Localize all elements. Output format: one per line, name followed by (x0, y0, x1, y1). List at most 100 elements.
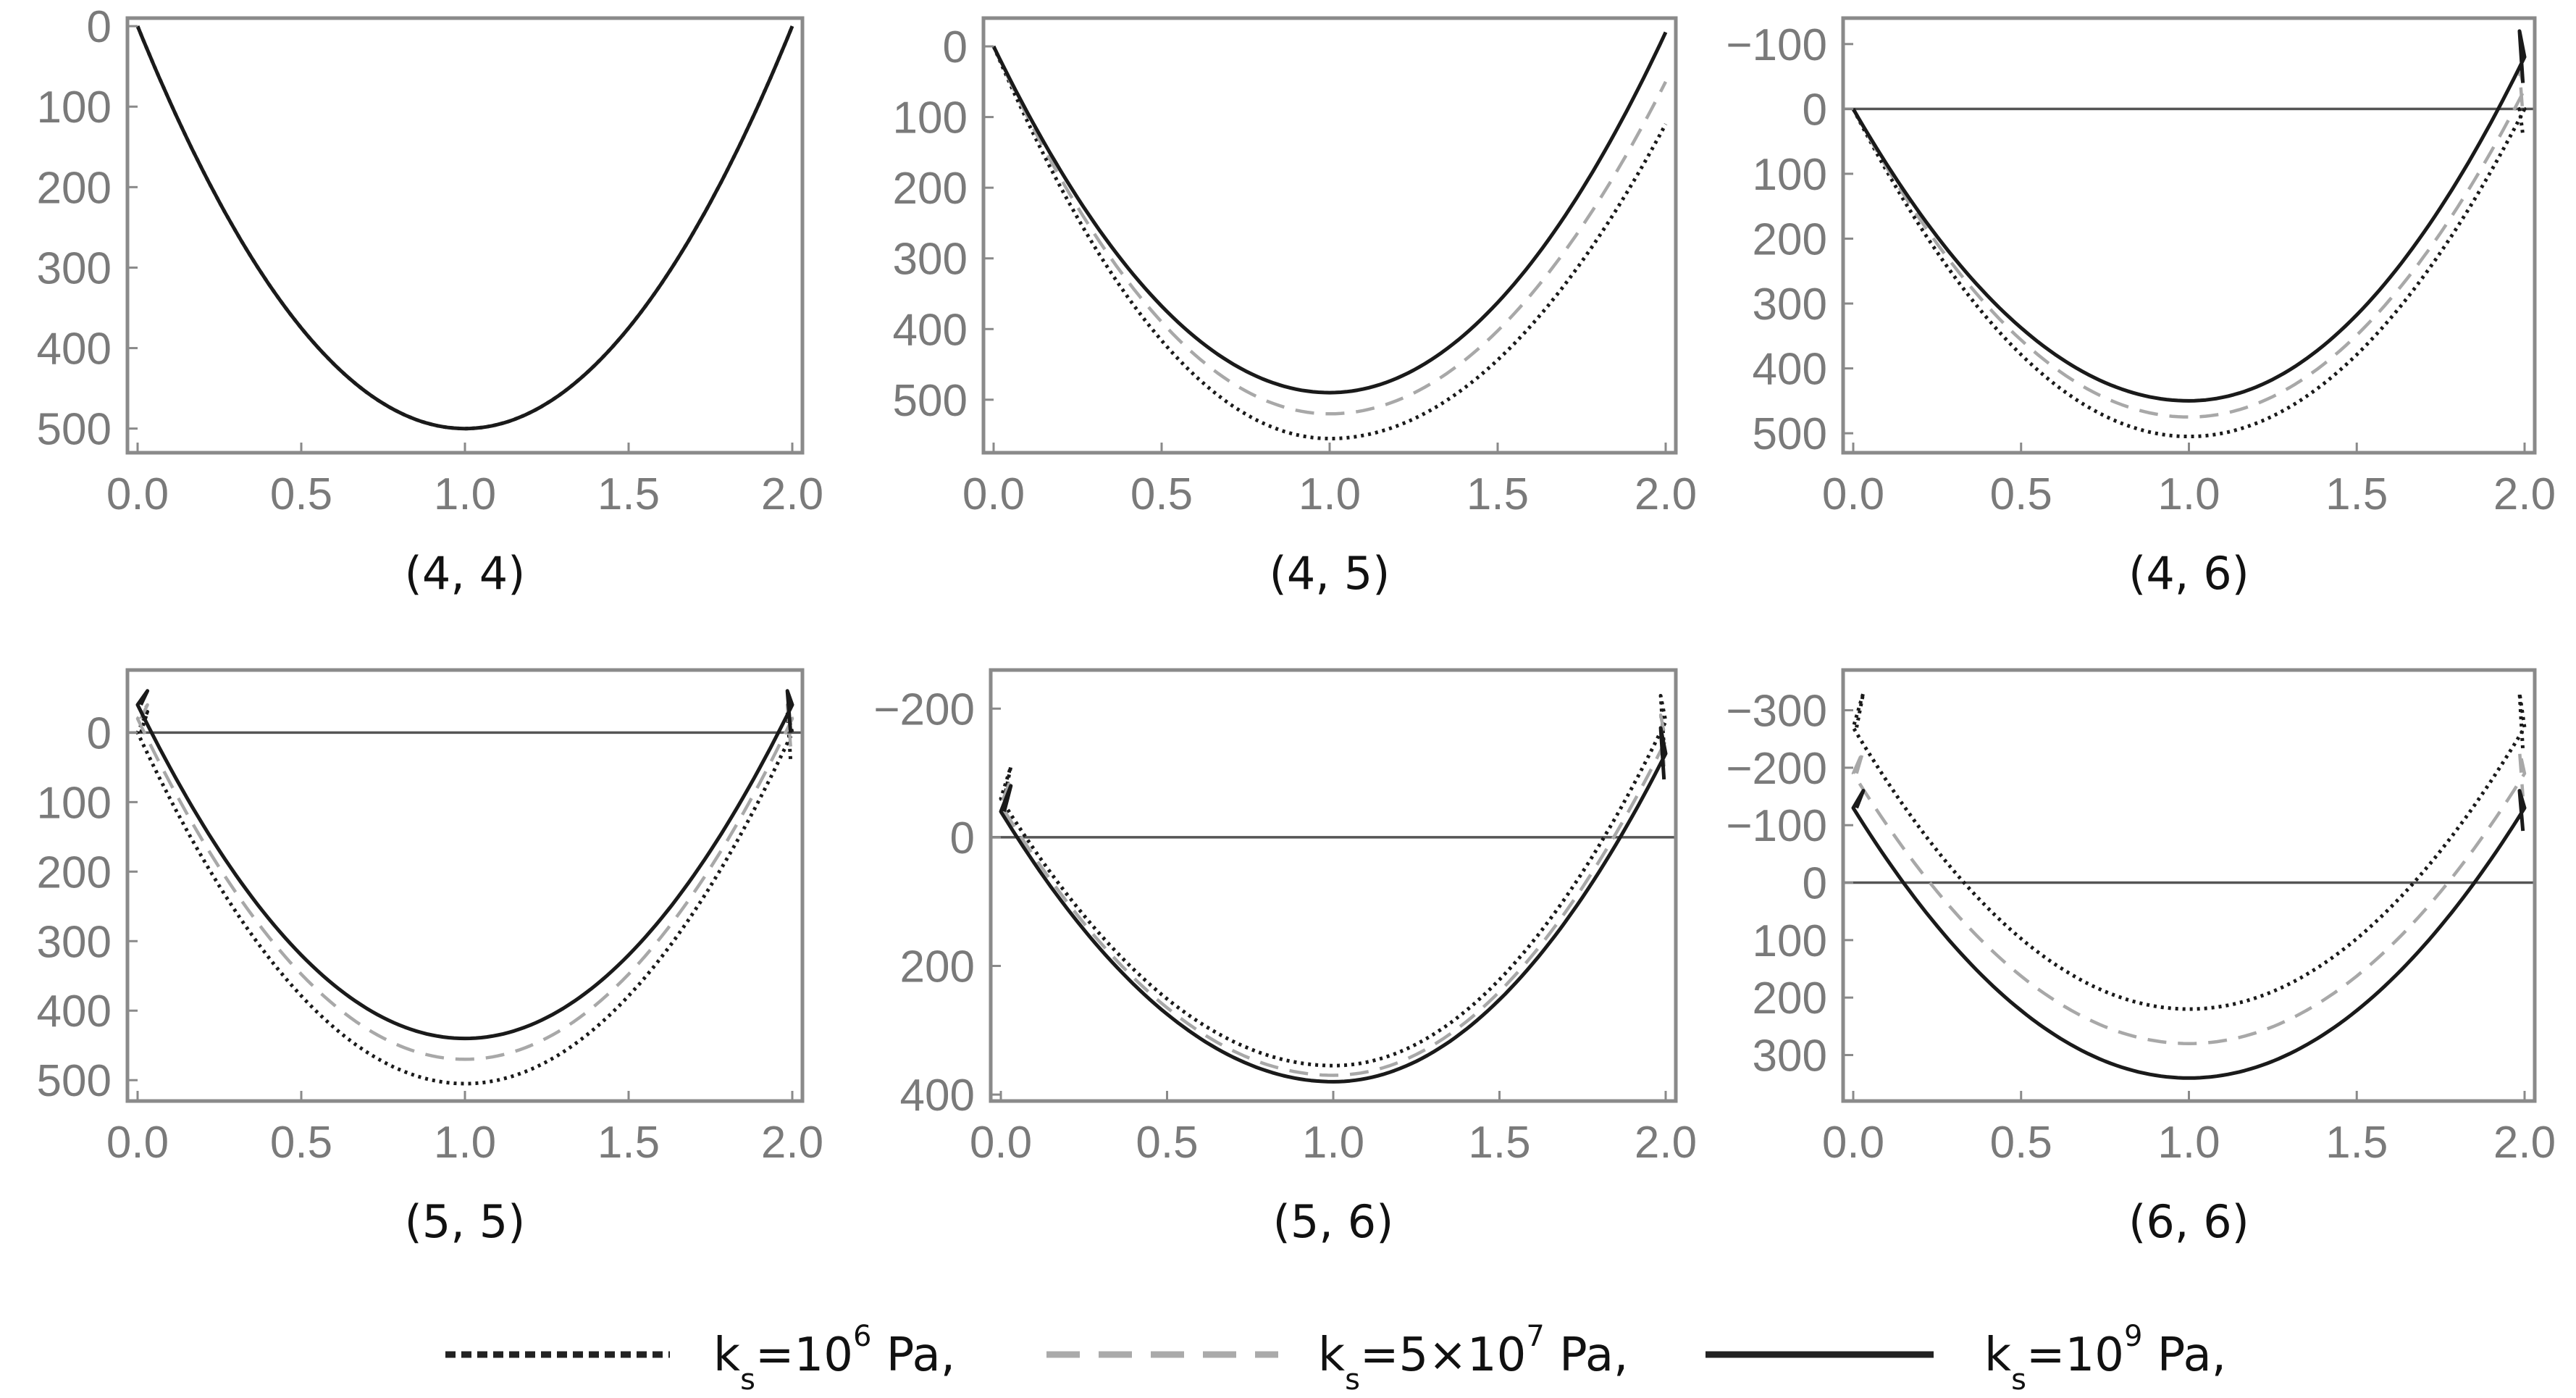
y-tick-label: 200 (1753, 974, 1827, 1024)
x-tick-label: 1.5 (597, 469, 660, 519)
y-tick-label: −200 (873, 685, 975, 734)
x-tick-label: 2.0 (1635, 469, 1697, 519)
y-tick-label: 0 (87, 708, 112, 758)
series-line-3 (999, 726, 1668, 1084)
series-line-3 (1851, 29, 2527, 403)
x-tick-label: 0.0 (970, 1118, 1032, 1168)
panel-4: 0 100 200 300 400 500 0.0 0.5 1.0 1.5 2.0 (5, 5) (37, 668, 823, 1248)
y-tick-label: 200 (1753, 214, 1827, 264)
y-tick-label: 500 (37, 1056, 112, 1106)
x-tick-label: 2.0 (1635, 1118, 1697, 1168)
x-tick-label: 0.5 (270, 1118, 332, 1168)
series-line-1 (135, 710, 794, 1086)
y-tick-label: 500 (37, 405, 112, 455)
plot-frame (125, 668, 805, 1103)
panel-1: 0 100 200 300 400 500 0.0 0.5 1.0 1.5 2.0 (4, 4) (37, 2, 824, 600)
plot-frame (989, 668, 1678, 1103)
panel-caption: (6, 6) (2128, 1195, 2249, 1248)
y-tick-label: 0 (950, 813, 975, 863)
y-tick-label: 200 (37, 163, 112, 213)
x-tick-label: 2.0 (2493, 469, 2556, 519)
y-tick-label: 0 (1803, 85, 1827, 135)
x-tick-label: 2.0 (761, 1118, 823, 1168)
legend-label: ks=106 Pa, (713, 1320, 955, 1397)
y-tick-label: 200 (893, 164, 968, 214)
y-tick-label: 300 (37, 243, 112, 293)
y-tick-label: 0 (943, 22, 968, 72)
y-tick-label: −200 (1726, 744, 1827, 794)
y-tick-label: 300 (893, 235, 968, 285)
series-line-3 (135, 25, 794, 431)
y-tick-label: 100 (1753, 150, 1827, 200)
y-tick-label: 100 (893, 93, 968, 143)
plot-frame (1841, 16, 2537, 455)
panel-3: −100 0 100 200 300 400 500 0.0 0.5 1.0 1.5 2.0 (4, 6… (1726, 16, 2556, 600)
y-tick-label: 400 (900, 1071, 975, 1121)
x-tick-label: 0.5 (1136, 1118, 1198, 1168)
x-tick-label: 0.0 (106, 469, 169, 519)
y-tick-label: 400 (1753, 345, 1827, 395)
x-tick-label: 1.0 (2157, 469, 2220, 519)
series-line-2 (1852, 68, 2527, 419)
y-tick-label: 400 (37, 987, 112, 1037)
x-tick-label: 1.0 (1302, 1118, 1364, 1168)
series-line-2 (1851, 748, 2527, 1045)
legend: ks=106 Pa, ks=5×107 Pa, ks=109 Pa, (445, 1320, 2226, 1397)
panel-caption: (4, 4) (405, 547, 526, 600)
y-tick-label: 100 (37, 83, 112, 133)
x-tick-label: 1.0 (434, 469, 496, 519)
y-tick-label: 200 (37, 847, 112, 897)
series-line-3 (135, 689, 794, 1041)
y-tick-label: 200 (900, 942, 975, 992)
x-tick-label: 1.5 (2325, 1118, 2388, 1168)
series-line-3 (991, 31, 1668, 395)
series-line-1 (1851, 106, 2527, 439)
plot-frame (1841, 668, 2537, 1103)
y-tick-label: 500 (893, 376, 968, 426)
y-tick-label: 400 (37, 325, 112, 374)
x-tick-label: 0.5 (1990, 1118, 2052, 1168)
y-tick-label: −100 (1726, 20, 1827, 70)
legend-item-2: ks=5×107 Pa, (1046, 1320, 1628, 1397)
series-line-1 (991, 46, 1668, 440)
series-line-1 (135, 25, 794, 431)
y-tick-label: −300 (1726, 687, 1827, 737)
y-tick-label: 300 (37, 917, 112, 967)
panels-group: 0 100 200 300 400 500 0.0 0.5 1.0 1.5 2.0 (4, 4) 0 10… (37, 2, 2556, 1248)
y-tick-label: −100 (1726, 801, 1827, 851)
legend-item-1: ks=106 Pa, (445, 1320, 955, 1397)
panel-caption: (5, 5) (405, 1195, 526, 1248)
x-tick-label: 1.0 (1299, 469, 1361, 519)
x-tick-label: 0.0 (1822, 1118, 1884, 1168)
x-tick-label: 1.5 (1467, 469, 1529, 519)
series-line-3 (1851, 789, 2527, 1080)
x-tick-label: 0.0 (962, 469, 1025, 519)
x-tick-label: 0.0 (106, 1118, 169, 1168)
x-tick-label: 0.5 (1130, 469, 1193, 519)
panel-6: −300 −200 −100 0 100 200 300 0.0 0.5 1.0 1.5 2.0 (6,… (1726, 668, 2556, 1248)
series-line-1 (999, 694, 1668, 1068)
x-tick-label: 1.5 (1468, 1118, 1530, 1168)
x-tick-label: 2.0 (2493, 1118, 2556, 1168)
x-tick-label: 0.5 (1990, 469, 2052, 519)
series-line-2 (135, 703, 794, 1061)
y-tick-label: 0 (87, 2, 112, 52)
x-tick-label: 1.0 (434, 1118, 496, 1168)
series-line-2 (999, 713, 1668, 1077)
legend-item-3: ks=109 Pa, (1706, 1320, 2226, 1397)
x-tick-label: 0.5 (270, 469, 332, 519)
series-line-2 (135, 25, 794, 430)
x-tick-label: 1.5 (2325, 469, 2388, 519)
panel-caption: (4, 5) (1270, 547, 1390, 600)
y-tick-label: 0 (1803, 859, 1827, 909)
x-tick-label: 2.0 (761, 469, 823, 519)
x-tick-label: 0.0 (1822, 469, 1884, 519)
panel-caption: (5, 6) (1273, 1195, 1394, 1248)
panel-2: 0 100 200 300 400 500 0.0 0.5 1.0 1.5 2.0 (4, 5) (893, 16, 1697, 600)
y-tick-label: 500 (1753, 409, 1827, 459)
y-tick-label: 300 (1753, 1031, 1827, 1081)
series-line-2 (991, 46, 1668, 416)
series-line-1 (1851, 691, 2527, 1011)
